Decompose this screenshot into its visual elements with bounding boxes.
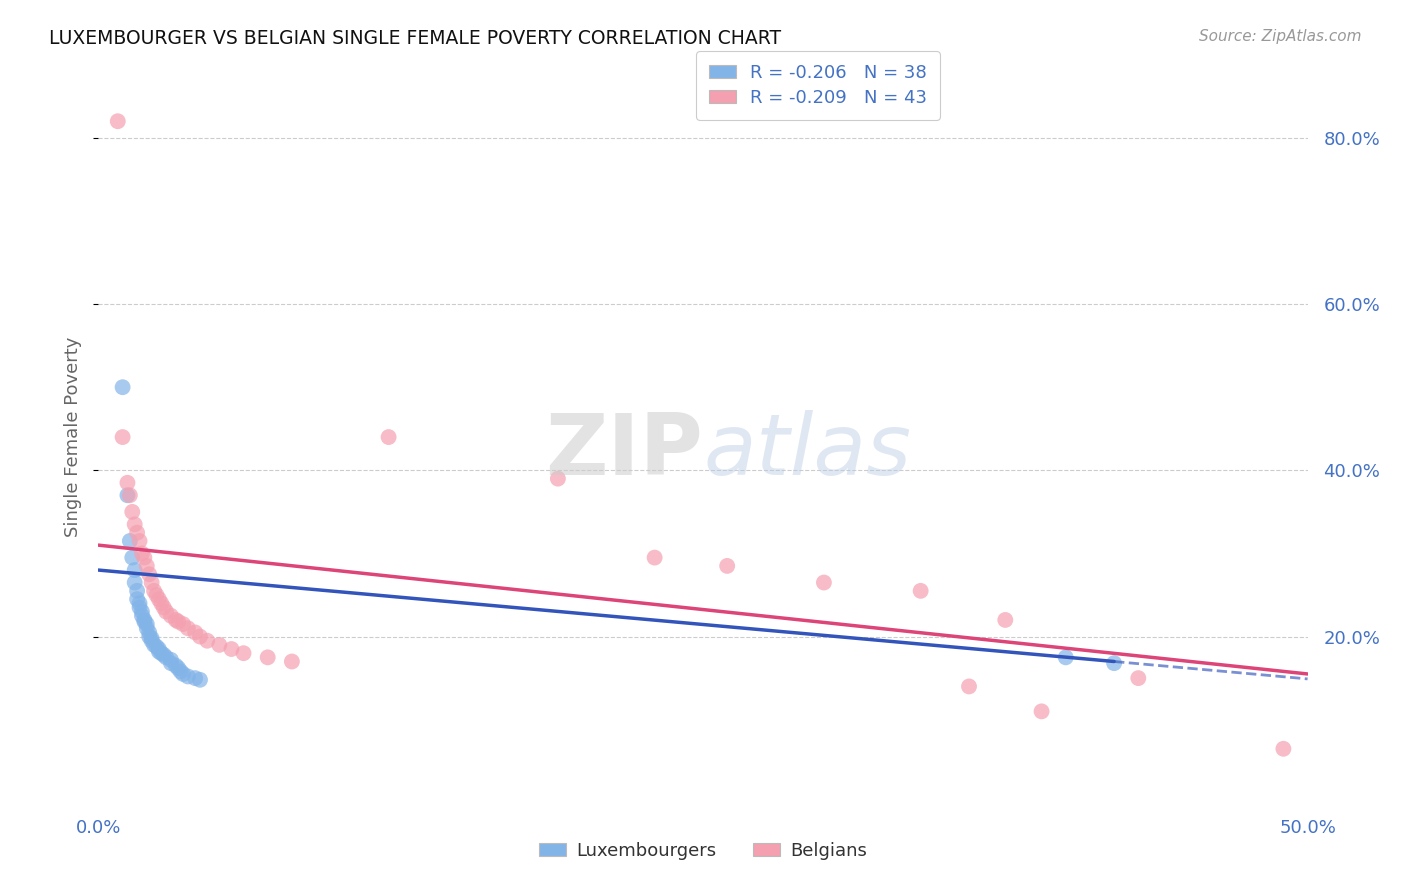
Point [107, 114, 129, 128]
Point [138, 625, 160, 640]
Point [148, 592, 170, 607]
Point [644, 550, 666, 565]
Point [134, 550, 156, 565]
Point [124, 575, 146, 590]
Point [143, 583, 166, 598]
Point [145, 640, 167, 654]
Point [131, 546, 153, 560]
Y-axis label: Single Female Poverty: Single Female Poverty [65, 337, 83, 537]
Point [169, 665, 191, 679]
Point [1102, 656, 1125, 670]
Point [127, 592, 149, 607]
Point [256, 650, 278, 665]
Point [160, 653, 183, 667]
Point [188, 630, 211, 644]
Point [195, 633, 218, 648]
Point [141, 575, 163, 590]
Point [994, 613, 1017, 627]
Point [152, 600, 174, 615]
Point [184, 671, 207, 685]
Point [131, 605, 153, 619]
Point [134, 613, 156, 627]
Point [150, 596, 173, 610]
Point [165, 613, 187, 627]
Point [547, 472, 569, 486]
Point [716, 558, 738, 573]
Point [131, 608, 153, 623]
Point [221, 642, 243, 657]
Point [118, 533, 141, 548]
Point [121, 550, 143, 565]
Point [957, 680, 980, 694]
Point [124, 517, 146, 532]
Point [134, 615, 156, 629]
Point [160, 608, 183, 623]
Point [281, 655, 304, 669]
Point [813, 575, 835, 590]
Point [167, 661, 190, 675]
Point [1272, 741, 1295, 756]
Point [127, 583, 149, 598]
Legend: Luxembourgers, Belgians: Luxembourgers, Belgians [531, 835, 875, 867]
Point [143, 638, 166, 652]
Point [148, 642, 170, 657]
Point [145, 588, 167, 602]
Point [177, 669, 200, 683]
Point [1128, 671, 1150, 685]
Point [141, 633, 163, 648]
Point [135, 558, 157, 573]
Text: LUXEMBOURGER VS BELGIAN SINGLE FEMALE POVERTY CORRELATION CHART: LUXEMBOURGER VS BELGIAN SINGLE FEMALE PO… [49, 29, 782, 48]
Point [910, 583, 932, 598]
Point [155, 650, 177, 665]
Point [208, 638, 231, 652]
Point [135, 617, 157, 632]
Point [117, 488, 139, 502]
Point [135, 621, 157, 635]
Point [232, 646, 254, 660]
Point [172, 667, 194, 681]
Point [118, 488, 141, 502]
Point [128, 600, 150, 615]
Point [141, 632, 163, 646]
Point [121, 505, 143, 519]
Point [188, 673, 211, 687]
Point [165, 658, 187, 673]
Point [172, 617, 194, 632]
Point [1031, 705, 1053, 719]
Point [128, 596, 150, 610]
Point [184, 625, 207, 640]
Point [150, 646, 173, 660]
Text: ZIP: ZIP [546, 410, 703, 493]
Point [177, 621, 200, 635]
Text: atlas: atlas [703, 410, 911, 493]
Point [377, 430, 399, 444]
Point [160, 656, 183, 670]
Legend: R = -0.206   N = 38, R = -0.209   N = 43: R = -0.206 N = 38, R = -0.209 N = 43 [696, 51, 939, 120]
Point [128, 533, 150, 548]
Point [127, 525, 149, 540]
Point [111, 380, 134, 394]
Point [117, 475, 139, 490]
Point [124, 563, 146, 577]
Text: Source: ZipAtlas.com: Source: ZipAtlas.com [1198, 29, 1361, 45]
Point [138, 567, 160, 582]
Point [148, 644, 170, 658]
Point [155, 605, 177, 619]
Point [1054, 650, 1077, 665]
Point [111, 430, 134, 444]
Point [152, 648, 174, 662]
Point [138, 630, 160, 644]
Point [167, 615, 190, 629]
